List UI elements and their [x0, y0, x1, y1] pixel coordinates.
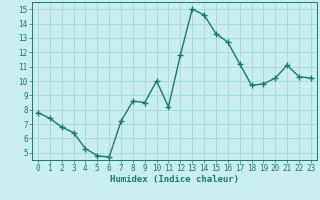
- X-axis label: Humidex (Indice chaleur): Humidex (Indice chaleur): [110, 175, 239, 184]
